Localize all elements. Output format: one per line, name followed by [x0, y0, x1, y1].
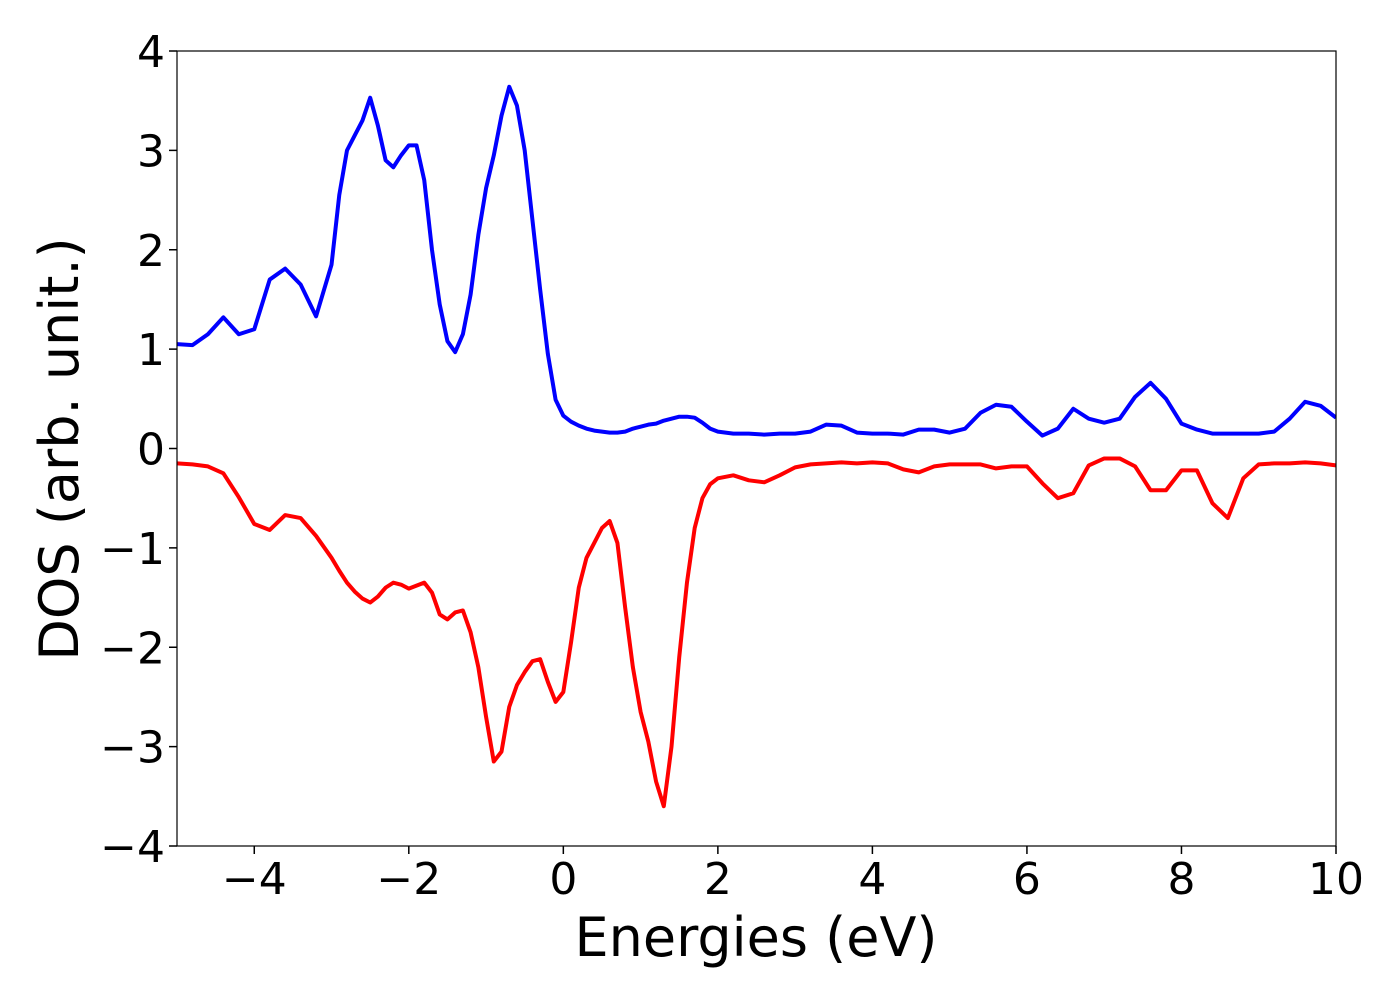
y-axis-label: DOS (arb. unit.)	[28, 237, 91, 660]
plot-frame	[176, 50, 1337, 847]
y-tick-label: −3	[100, 723, 165, 774]
x-tick-label: 10	[1308, 854, 1364, 905]
x-tick-label: 6	[1013, 854, 1041, 905]
x-tick-label: 2	[704, 854, 732, 905]
data-line	[177, 456, 1336, 809]
y-tick-label: 3	[137, 126, 165, 177]
x-tick-label: −4	[222, 854, 287, 905]
x-tick-label: −2	[376, 854, 441, 905]
y-tick-label: 0	[137, 425, 165, 476]
x-tick-label: 8	[1167, 854, 1195, 905]
y-tick-label: −4	[100, 822, 165, 873]
x-tick-label: 0	[549, 854, 577, 905]
y-tick-label: 1	[137, 325, 165, 376]
data-line	[177, 84, 1336, 438]
x-tick-label: 4	[858, 854, 886, 905]
y-tick-label: −2	[100, 623, 165, 674]
x-axis-label: Energies (eV)	[575, 906, 938, 969]
y-tick-label: −1	[100, 524, 165, 575]
y-tick-label: 2	[137, 226, 165, 277]
y-tick-label: 4	[137, 27, 165, 78]
